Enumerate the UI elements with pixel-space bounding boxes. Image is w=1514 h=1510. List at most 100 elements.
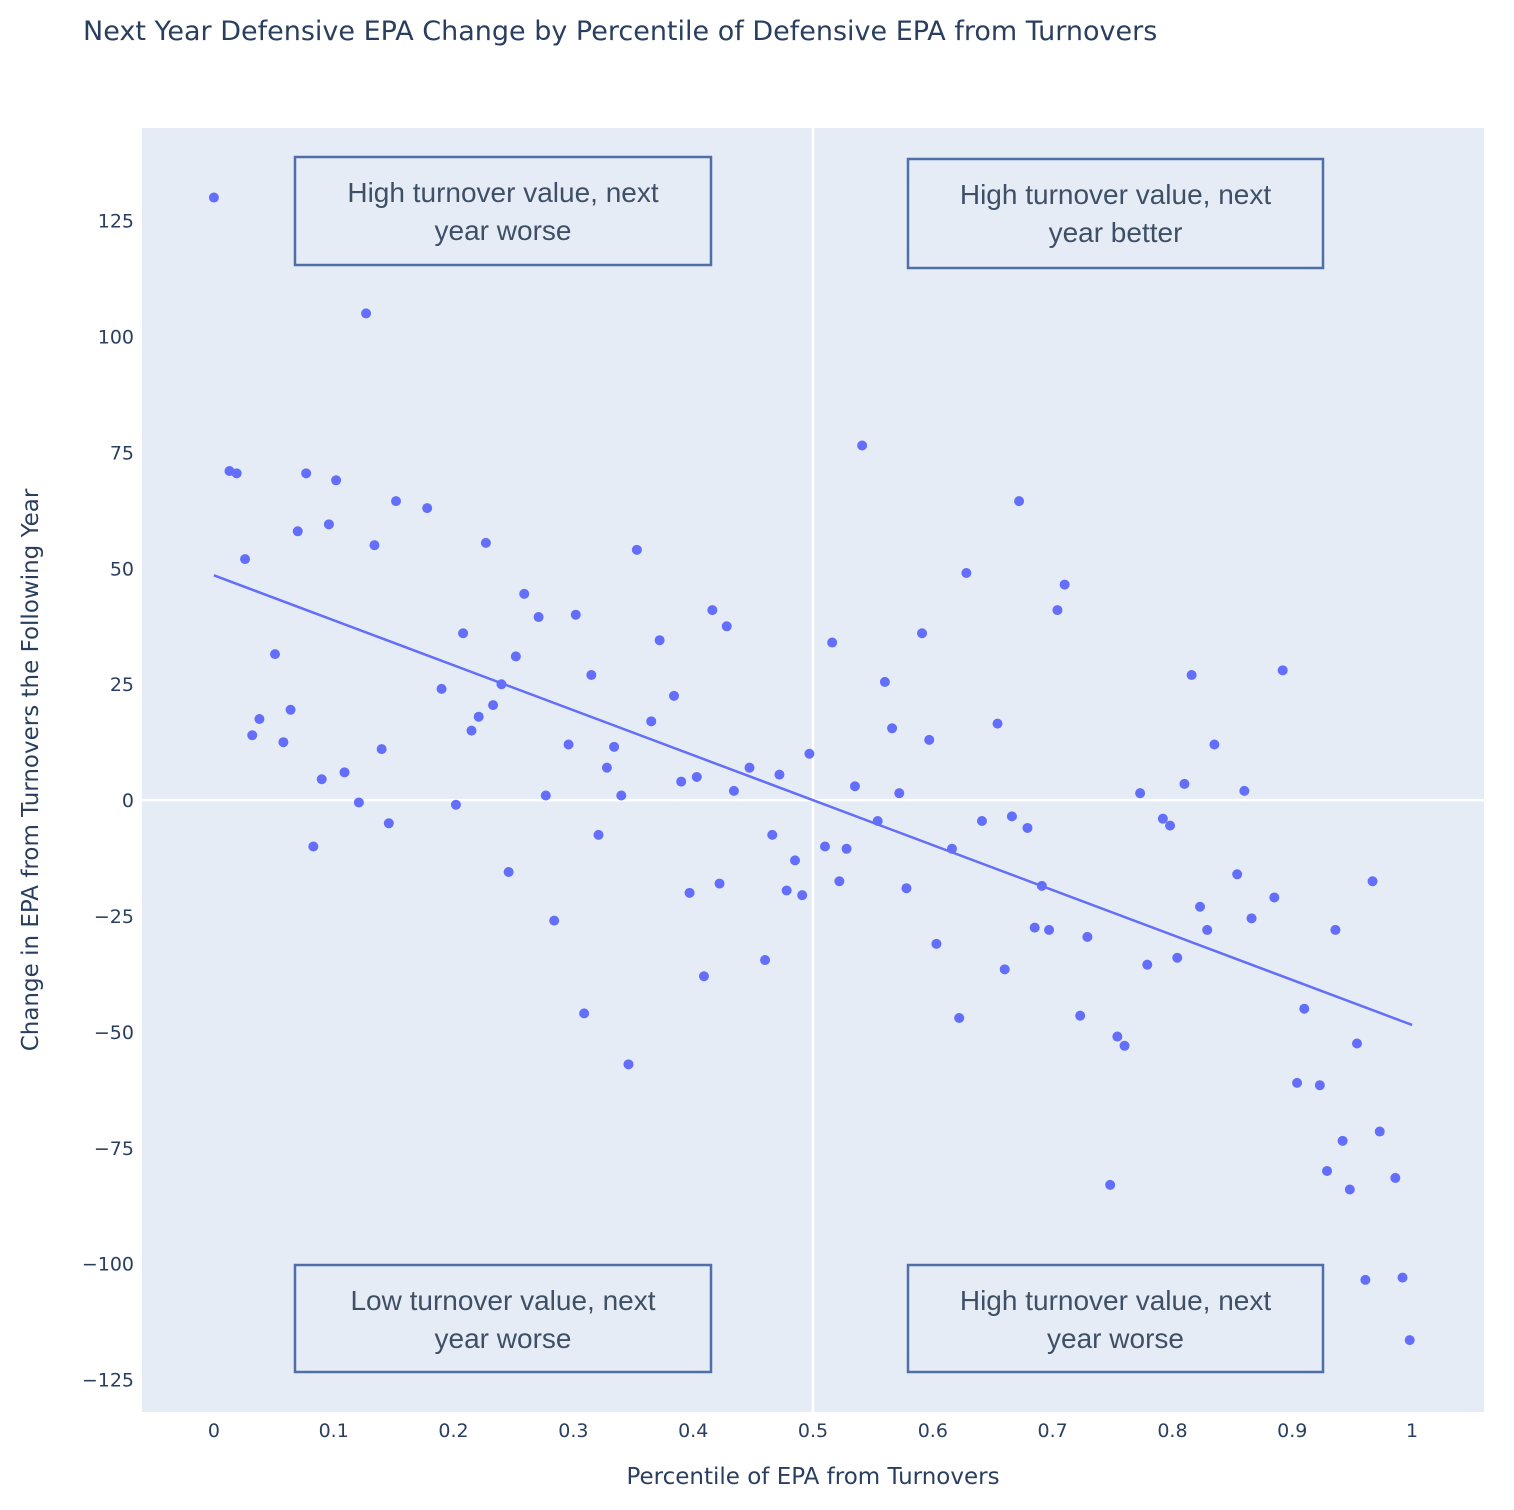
data-point bbox=[790, 855, 801, 866]
data-point bbox=[1172, 952, 1183, 963]
annotation-box bbox=[906, 157, 1325, 270]
data-point bbox=[361, 308, 372, 319]
y-axis-title: Change in EPA from Turnovers the Followi… bbox=[18, 488, 44, 1051]
data-point bbox=[579, 1008, 590, 1019]
data-point bbox=[353, 797, 364, 808]
data-point bbox=[1059, 579, 1070, 590]
annotation-line: Low turnover value, next bbox=[350, 1285, 655, 1316]
data-point bbox=[331, 475, 342, 486]
data-point bbox=[931, 938, 942, 949]
data-point bbox=[804, 748, 815, 759]
data-point bbox=[570, 609, 581, 620]
annotation-box bbox=[906, 1263, 1325, 1374]
x-tick-label: 0.6 bbox=[918, 1420, 948, 1442]
data-point bbox=[917, 628, 928, 639]
data-point bbox=[540, 790, 551, 801]
data-point bbox=[1232, 869, 1243, 880]
x-tick-label: 0.8 bbox=[1157, 1420, 1187, 1442]
data-point bbox=[323, 519, 334, 530]
trendline-layer bbox=[213, 574, 1413, 1027]
data-point bbox=[819, 841, 830, 852]
x-tick-label: 0.2 bbox=[438, 1420, 468, 1442]
y-axis-ticks: 125 100 75 50 25 0 −25 −50 −75 −100 −125 bbox=[82, 211, 134, 1392]
data-point bbox=[879, 676, 890, 687]
data-point bbox=[760, 955, 771, 966]
x-tick-label: 0 bbox=[208, 1420, 220, 1442]
y-tick-label: 125 bbox=[98, 211, 134, 233]
data-point bbox=[1239, 785, 1250, 796]
data-point bbox=[1112, 1031, 1123, 1042]
data-point bbox=[503, 866, 514, 877]
data-point bbox=[1299, 1003, 1310, 1014]
data-point bbox=[961, 567, 972, 578]
data-point bbox=[488, 700, 499, 711]
data-point bbox=[894, 788, 905, 799]
data-point bbox=[1351, 1038, 1362, 1049]
data-point bbox=[270, 649, 281, 660]
x-tick-label: 0.9 bbox=[1277, 1420, 1307, 1442]
data-point bbox=[1195, 901, 1206, 912]
data-point bbox=[593, 829, 604, 840]
annotation-box bbox=[293, 155, 713, 267]
data-point bbox=[1314, 1080, 1325, 1091]
data-point bbox=[872, 815, 883, 826]
x-tick-label: 0.4 bbox=[678, 1420, 708, 1442]
data-point bbox=[1337, 1135, 1348, 1146]
data-point bbox=[278, 737, 289, 748]
data-point bbox=[240, 554, 251, 565]
annotation-text: Low turnover value, next year worse bbox=[350, 1285, 655, 1354]
data-point bbox=[1367, 876, 1378, 887]
x-tick-label: 0.5 bbox=[798, 1420, 828, 1442]
data-point bbox=[376, 744, 387, 755]
data-point bbox=[208, 192, 219, 203]
data-point bbox=[316, 774, 327, 785]
data-point bbox=[1330, 924, 1341, 935]
y-tick-label: −100 bbox=[82, 1254, 134, 1276]
annotation-text: High turnover value, next year worse bbox=[347, 177, 659, 246]
data-point bbox=[1360, 1274, 1371, 1285]
data-point bbox=[308, 841, 319, 852]
data-point bbox=[1269, 892, 1280, 903]
data-point bbox=[510, 651, 521, 662]
annotation-line: High turnover value, next bbox=[347, 177, 659, 208]
data-point bbox=[466, 725, 477, 736]
data-point bbox=[992, 718, 1003, 729]
data-point bbox=[383, 818, 394, 829]
data-point bbox=[623, 1059, 634, 1070]
data-point bbox=[436, 683, 447, 694]
data-point bbox=[1135, 788, 1146, 799]
annotation-text: High turnover value, next year better bbox=[960, 179, 1272, 248]
data-point bbox=[616, 790, 627, 801]
data-point bbox=[841, 843, 852, 854]
data-point bbox=[827, 637, 838, 648]
data-point bbox=[1202, 924, 1213, 935]
data-point bbox=[946, 843, 957, 854]
x-axis-title: Percentile of EPA from Turnovers bbox=[626, 1464, 999, 1490]
data-point bbox=[549, 915, 560, 926]
data-point bbox=[834, 876, 845, 887]
x-axis-ticks: 0 0.1 0.2 0.3 0.4 0.5 0.6 0.7 0.8 0.9 1 bbox=[208, 1420, 1418, 1442]
data-point bbox=[1374, 1126, 1385, 1137]
data-point bbox=[781, 885, 792, 896]
data-point bbox=[586, 669, 597, 680]
data-point bbox=[247, 730, 258, 741]
x-tick-label: 0.3 bbox=[558, 1420, 588, 1442]
data-point bbox=[1390, 1172, 1401, 1183]
data-point bbox=[301, 468, 312, 479]
annotation-line: year worse bbox=[1047, 1323, 1184, 1354]
data-point bbox=[1165, 820, 1176, 831]
x-tick-label: 0.1 bbox=[319, 1420, 349, 1442]
x-tick-label: 0.7 bbox=[1038, 1420, 1068, 1442]
data-point bbox=[1246, 913, 1257, 924]
data-point bbox=[924, 734, 935, 745]
data-point bbox=[601, 762, 612, 773]
data-point bbox=[1105, 1179, 1116, 1190]
data-point bbox=[691, 771, 702, 782]
data-point bbox=[676, 776, 687, 787]
y-tick-label: 75 bbox=[110, 442, 134, 464]
data-point bbox=[646, 716, 657, 727]
data-point bbox=[1179, 778, 1190, 789]
data-point bbox=[744, 762, 755, 773]
data-point bbox=[728, 785, 739, 796]
annotation-line: year worse bbox=[435, 215, 572, 246]
